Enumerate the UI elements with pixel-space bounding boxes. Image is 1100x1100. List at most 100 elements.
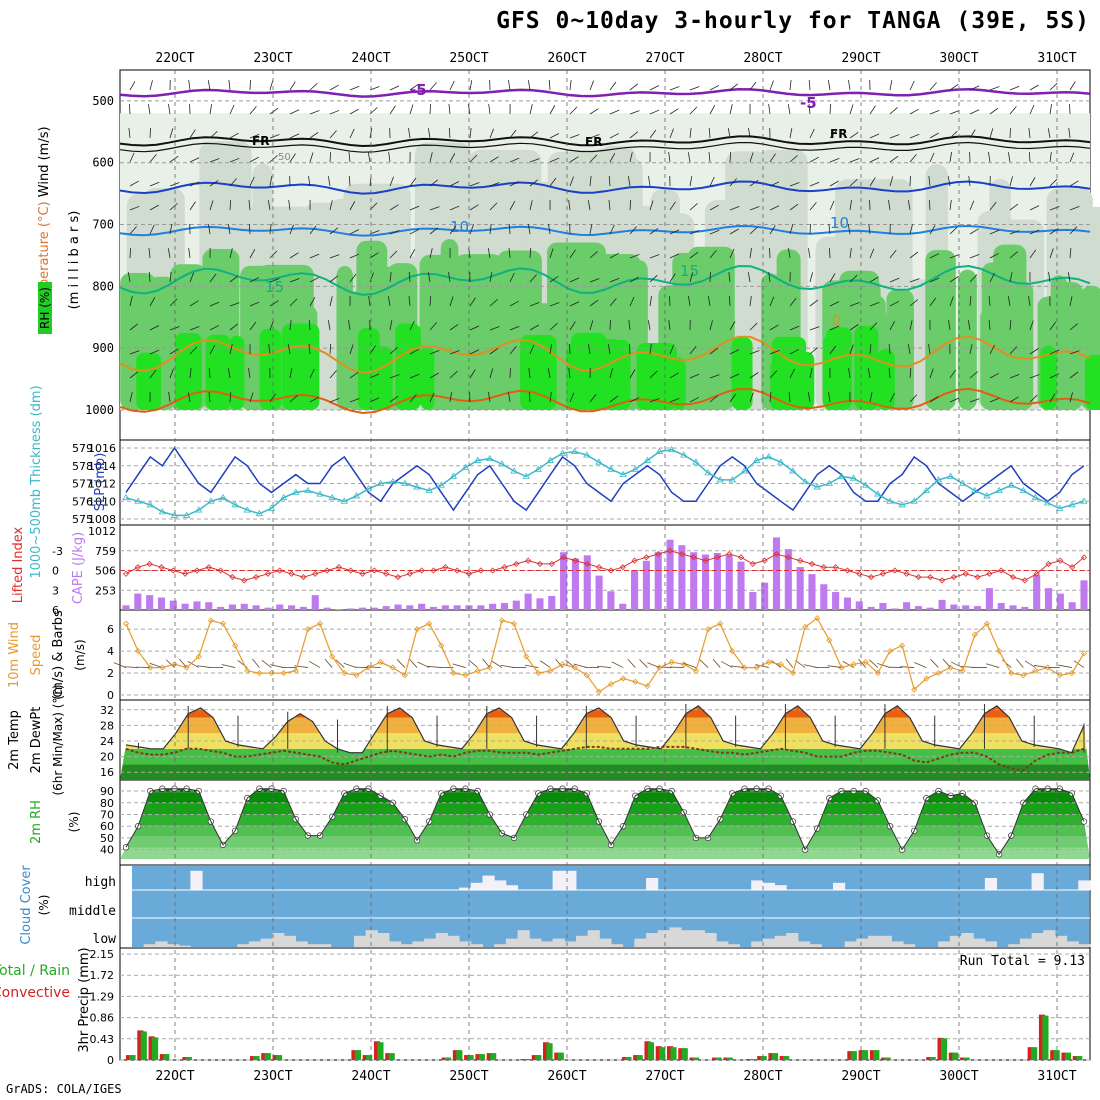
wind-barb (127, 272, 131, 283)
wind-barb (949, 397, 960, 403)
pressure-tick-label: 500 (92, 94, 114, 108)
precip-conv-bar (749, 1059, 756, 1060)
wind-barb (907, 344, 911, 355)
wind-barb (289, 278, 300, 283)
cape-tick-label: 1012 (88, 525, 116, 538)
cloud-high-bar (494, 880, 507, 890)
wind-barb (929, 253, 940, 259)
wind-barb (129, 226, 137, 235)
wind-barb (489, 156, 499, 163)
cape-bar (429, 606, 438, 610)
wind-barb (209, 158, 220, 163)
wind-barb (669, 201, 676, 211)
li-marker (170, 567, 177, 574)
wind-barb (629, 131, 639, 139)
wind10m-barb (409, 658, 418, 668)
wind-barb (769, 153, 776, 163)
wind-barb (329, 130, 337, 139)
wind-barb (889, 80, 893, 91)
wind-barb (429, 227, 439, 235)
wind-barb (769, 225, 776, 235)
wind-barb (749, 350, 760, 355)
wind-barb (267, 200, 271, 211)
cape-bar (311, 595, 319, 610)
wind-barb (649, 228, 659, 235)
wind-barb (989, 252, 1000, 259)
wind10m-barb (565, 659, 575, 668)
wind10m-barb (524, 664, 539, 668)
wind-barb (409, 83, 419, 91)
cape-tick-label: 253 (95, 584, 116, 597)
thickness-tick-label: 579 (72, 442, 93, 455)
cloud-low-bar (260, 938, 273, 947)
wind-barb (189, 129, 196, 139)
precip-tick-label: 2.15 (90, 948, 115, 961)
wind-barb (129, 296, 133, 307)
wind-barb (169, 155, 179, 163)
cloud-low-bar (248, 941, 262, 947)
wind-barb (629, 226, 637, 235)
wind-barb (389, 204, 399, 211)
li-marker (607, 567, 614, 574)
wind-tick-label: 6 (107, 623, 114, 636)
wind-barb (269, 176, 273, 187)
precip-conv-bar (490, 1053, 497, 1060)
wind10m-barb (627, 658, 636, 668)
rh-shade-blob (336, 265, 353, 410)
li-marker (868, 574, 875, 581)
wind-barb (229, 323, 239, 331)
precip-total-bar (554, 1052, 561, 1060)
wind-marker (789, 669, 797, 677)
precip-total-bar (779, 1056, 786, 1060)
wind-barb (709, 85, 720, 91)
wind-barb (1009, 346, 1018, 355)
wind-barb (489, 128, 494, 139)
wind-barb (1049, 349, 1060, 355)
cloud-low-bar (377, 933, 390, 947)
wind-barb (949, 369, 957, 379)
precip-conv-bar (861, 1050, 869, 1060)
li-marker (264, 570, 271, 577)
cloud-low-bar (868, 935, 881, 947)
date-label-bottom: 31OCT (1037, 1069, 1076, 1084)
precip-conv-bar (760, 1056, 767, 1060)
wind-barb (188, 80, 191, 91)
wind-barb (209, 200, 214, 211)
thickness-line-marker (570, 447, 579, 454)
rh-shade-blob (981, 262, 1008, 410)
wind-barb (449, 205, 460, 211)
wind-barb (729, 178, 737, 187)
wind-barb (288, 200, 291, 211)
wind-barb (729, 321, 736, 331)
wind-barb (989, 201, 997, 211)
rh-band (120, 792, 1090, 804)
wind10m-barb (755, 664, 769, 668)
wind10m-barb (785, 658, 794, 668)
precip-total-bar (847, 1051, 854, 1060)
precip-total-bar (148, 1036, 155, 1060)
cloud-low-bar (646, 933, 659, 947)
li-marker (323, 567, 331, 574)
wind-barb (969, 398, 980, 403)
wind-barb (149, 224, 155, 235)
precip-conv-bar (873, 1050, 880, 1060)
wind-marker (426, 620, 433, 627)
cloud-low-label: low (93, 932, 117, 947)
pressure-tick-label: 600 (92, 156, 114, 170)
wind-barb (849, 302, 860, 307)
precip-conv-bar (963, 1057, 970, 1060)
wind-barb (668, 320, 671, 331)
wind-barb (808, 104, 811, 115)
wind-barb (169, 203, 178, 211)
li-marker (146, 560, 153, 567)
wind-barb (929, 109, 940, 115)
wind-barb (409, 348, 419, 355)
contour-10 (119, 224, 1091, 237)
wind-marker (1020, 672, 1027, 679)
wind-barb (509, 272, 515, 283)
wind-barb (689, 86, 700, 91)
wind-barb (309, 110, 320, 115)
wind-barb (469, 224, 474, 235)
wind10m-barb (1073, 660, 1085, 668)
li-marker (986, 570, 993, 577)
